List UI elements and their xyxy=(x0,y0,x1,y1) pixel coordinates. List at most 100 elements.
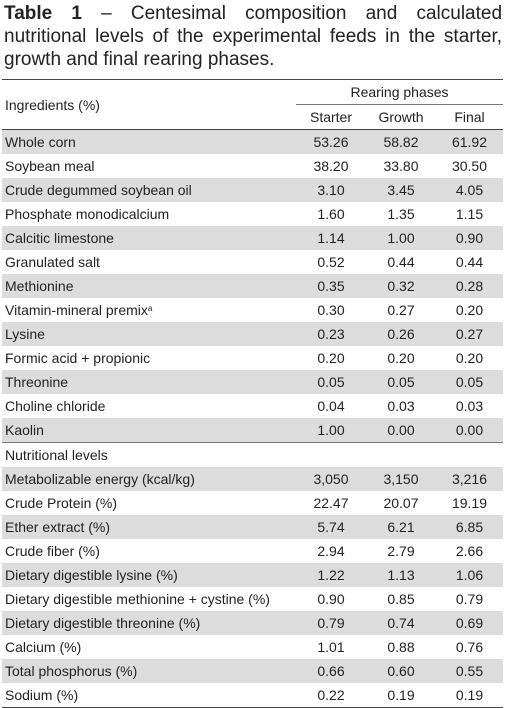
table-row: Kaolin 1.00 0.00 0.00 xyxy=(2,418,503,443)
table-row: Whole corn 53.26 58.82 61.92 xyxy=(2,129,503,154)
table-row: Granulated salt 0.52 0.44 0.44 xyxy=(2,250,503,274)
footnote-marker: a xyxy=(147,304,153,313)
cell-final: 0.05 xyxy=(436,370,503,394)
cell-starter: 0.66 xyxy=(296,659,366,683)
cell-growth: 0.26 xyxy=(366,322,436,346)
cell-growth: 6.21 xyxy=(366,515,436,539)
cell-final: 1.15 xyxy=(455,206,484,222)
row-label: Lysine xyxy=(2,322,296,346)
cell-starter: 0.23 xyxy=(296,322,366,346)
row-label: Crude degummed soybean oil xyxy=(2,178,296,202)
row-label-text: Dietary digestible methionine + cystine … xyxy=(5,591,270,607)
cell-growth: 58.82 xyxy=(366,129,436,154)
row-label: Dietary digestible methionine + cystine … xyxy=(2,587,296,611)
row-label: Whole corn xyxy=(2,129,296,154)
caption-dash: – xyxy=(101,3,112,24)
row-label-text: Calcitic limestone xyxy=(5,230,114,246)
row-label: Sodium (%) xyxy=(2,683,296,708)
row-label: Total phosphorus (%) xyxy=(2,659,296,683)
row-label: Crude fiber (%) xyxy=(2,539,296,563)
table-row: Dietary digestible methionine + cystine … xyxy=(2,587,503,611)
row-label: Methionine xyxy=(2,274,296,298)
cell-starter: 38.20 xyxy=(313,158,349,174)
cell-growth: 1.00 xyxy=(366,226,436,250)
cell-final: 0.20 xyxy=(455,350,484,366)
cell-starter: 0.04 xyxy=(317,398,345,414)
row-label-text: Methionine xyxy=(5,278,74,294)
cell-starter: 0.90 xyxy=(317,591,345,607)
nutritional-body: Metabolizable energy (kcal/kg) 3,050 3,150… xyxy=(2,467,503,708)
row-label-text: Metabolizable energy (kcal/kg) xyxy=(5,471,195,487)
table-row: Lysine 0.23 0.26 0.27 xyxy=(2,322,503,346)
cell-final: 0.27 xyxy=(436,322,503,346)
row-label-text: Kaolin xyxy=(5,422,44,438)
cell-growth: 1.35 xyxy=(387,206,415,222)
row-label-text: Dietary digestible threonine (%) xyxy=(5,615,201,631)
cell-growth: 0.85 xyxy=(387,591,415,607)
cell-final: 2.66 xyxy=(455,543,484,559)
row-label: Choline chloride xyxy=(2,394,296,418)
row-label: Vitamin-mineral premixa xyxy=(2,298,296,322)
row-label-text: Sodium (%) xyxy=(5,687,79,703)
cell-growth: 3,150 xyxy=(366,467,436,491)
row-label: Ether extract (%) xyxy=(2,515,296,539)
table-row: Dietary digestible lysine (%) 1.22 1.13 1.0… xyxy=(2,563,503,587)
row-label-text: Crude fiber (%) xyxy=(5,543,100,559)
cell-final: 0.76 xyxy=(455,639,484,655)
cell-final: 30.50 xyxy=(451,158,488,174)
table-row: Methionine 0.35 0.32 0.28 xyxy=(2,274,503,298)
cell-final: 61.92 xyxy=(436,129,503,154)
row-label-text: Whole corn xyxy=(5,134,76,150)
cell-growth: 0.03 xyxy=(387,398,415,414)
cell-final: 4.05 xyxy=(436,178,503,202)
table-row: Metabolizable energy (kcal/kg) 3,050 3,150… xyxy=(2,467,503,491)
cell-starter: 1.14 xyxy=(296,226,366,250)
cell-growth: 20.07 xyxy=(383,495,419,511)
cell-starter: 0.20 xyxy=(317,350,345,366)
cell-starter: 1.01 xyxy=(317,639,345,655)
row-label: Phosphate monodicalcium xyxy=(2,202,296,226)
row-label-text: Crude degummed soybean oil xyxy=(5,182,192,198)
cell-growth: 0.19 xyxy=(366,683,436,708)
table-row: Crude Protein (%) 22.47 20.07 19.19 xyxy=(2,491,503,515)
cell-growth: 0.05 xyxy=(366,370,436,394)
ingredients-header: Ingredients (%) xyxy=(2,79,296,130)
table-header: Ingredients (%) Rearing phases Starter G… xyxy=(2,79,503,130)
table-row: Soybean meal 38.20 33.80 30.50 xyxy=(2,154,503,178)
cell-final: 0.69 xyxy=(436,611,503,635)
table-row: Vitamin-mineral premixa 0.30 0.27 0.20 xyxy=(2,298,503,322)
cell-final: 0.90 xyxy=(436,226,503,250)
nutritional-section: Nutritional levels xyxy=(2,442,503,467)
cell-final: 3,216 xyxy=(436,467,503,491)
row-label-text: Crude Protein (%) xyxy=(5,495,118,511)
cell-starter: 0.05 xyxy=(296,370,366,394)
row-label: Formic acid + propionic xyxy=(2,346,296,370)
cell-final: 0.20 xyxy=(455,302,484,318)
cell-growth: 0.00 xyxy=(366,418,436,443)
cell-starter: 1.22 xyxy=(296,563,366,587)
row-label: Metabolizable energy (kcal/kg) xyxy=(2,467,296,491)
cell-final: 0.55 xyxy=(436,659,503,683)
row-label: Kaolin xyxy=(2,418,296,443)
row-label: Soybean meal xyxy=(2,154,296,178)
table-row: Formic acid + propionic 0.20 0.20 0.20 xyxy=(2,346,503,370)
cell-final: 6.85 xyxy=(436,515,503,539)
cell-final: 19.19 xyxy=(451,495,488,511)
caption-label: Table 1 xyxy=(4,3,82,24)
row-label-text: Ether extract (%) xyxy=(5,519,111,535)
cell-final: 0.19 xyxy=(436,683,503,708)
cell-growth: 0.60 xyxy=(366,659,436,683)
row-label: Calcitic limestone xyxy=(2,226,296,250)
cell-starter: 0.79 xyxy=(296,611,366,635)
cell-growth: 0.74 xyxy=(366,611,436,635)
rearing-phases-header: Rearing phases xyxy=(296,79,503,105)
row-label: Dietary digestible threonine (%) xyxy=(2,611,296,635)
row-label: Threonine xyxy=(2,370,296,394)
row-label: Dietary digestible lysine (%) xyxy=(2,563,296,587)
col-header-final: Final xyxy=(436,104,503,130)
row-label-text: Dietary digestible lysine (%) xyxy=(5,567,178,583)
cell-growth: 0.88 xyxy=(387,639,415,655)
cell-final: 0.00 xyxy=(436,418,503,443)
table-row: Calcitic limestone 1.14 1.00 0.90 xyxy=(2,226,503,250)
row-label-text: Total phosphorus (%) xyxy=(5,663,138,679)
